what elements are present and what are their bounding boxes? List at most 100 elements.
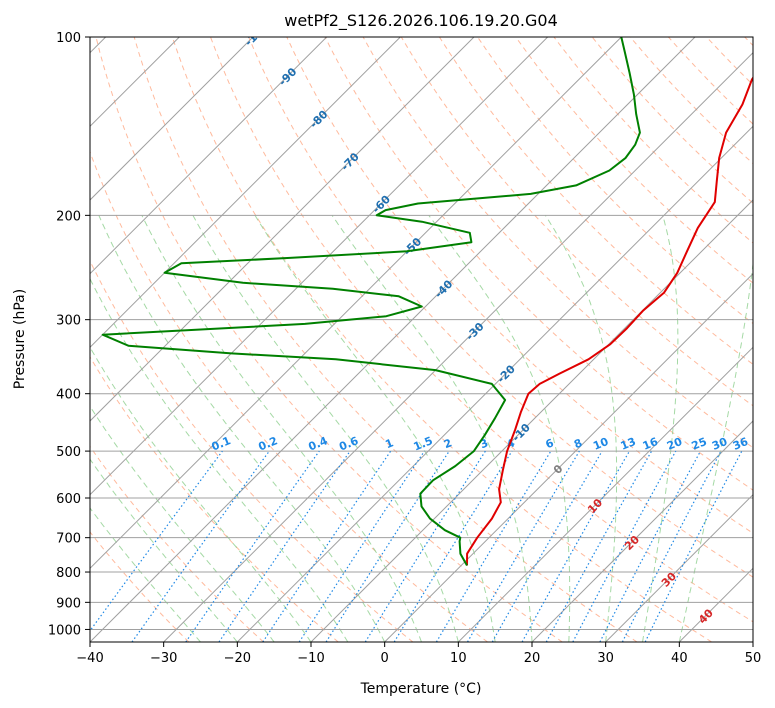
isotherm-label: 0 (551, 462, 566, 477)
moist-adiabat-line (90, 458, 238, 642)
dewpoint-profile-line (101, 37, 641, 566)
mixing-ratio-label: 25 (690, 435, 709, 453)
isotherm-label: 20 (622, 533, 642, 553)
isotherm-label: -80 (307, 108, 330, 131)
mixing-ratio-label: 20 (665, 435, 684, 453)
dry-adiabat-line (324, 37, 753, 491)
mixing-ratio-lines (90, 450, 743, 642)
x-tick-label: −20 (224, 651, 251, 666)
axes: −40 −30 −20 −10 0 10 20 30 40 5010020030040050060… (48, 31, 761, 666)
isotherm-line (90, 37, 622, 570)
profile-series (101, 37, 753, 566)
plot-area: 0.1 0.2 0.4 0.6 1 1.5 2 3 4 6 8 10 13 16 20 25 30 36-100-… (90, 20, 753, 642)
x-tick-label: 40 (671, 651, 688, 666)
isotherm-line (90, 37, 328, 275)
isotherm-line (752, 641, 753, 642)
mixing-ratio-line (364, 450, 486, 642)
x-tick-label: 30 (597, 651, 614, 666)
mixing-ratio-line (393, 450, 513, 642)
mixing-ratio-line (599, 450, 702, 642)
dry-adiabat-line (553, 37, 753, 244)
dry-adiabat-line (668, 37, 753, 125)
moist-adiabat-line (642, 215, 679, 642)
moist-adiabat-line (90, 346, 312, 642)
isotherm-line (90, 37, 696, 642)
y-tick-label: 100 (56, 31, 81, 46)
isotherm-label: 40 (696, 606, 716, 626)
mixing-ratio-line (298, 450, 425, 642)
x-tick-label: −30 (150, 651, 177, 666)
dry-adiabat-line (744, 37, 753, 47)
isotherm-line (90, 37, 401, 349)
y-tick-label: 200 (56, 209, 81, 224)
isobar-gridlines (90, 37, 753, 630)
isotherm-label: -20 (495, 362, 518, 385)
mixing-ratio-line (90, 450, 223, 632)
dry-adiabat-line (515, 37, 753, 284)
dry-adiabat-line (90, 150, 488, 642)
isotherm-line (90, 37, 475, 422)
isotherm-line (90, 37, 549, 496)
mixing-ratio-line (572, 450, 677, 642)
isotherm-line (90, 37, 254, 201)
isotherm-label: -70 (339, 150, 362, 173)
skewed-isotherms (90, 37, 753, 642)
isotherm-label: -50 (401, 235, 424, 258)
mixing-ratio-label: 8 (572, 436, 584, 451)
dry-adiabat-line (90, 445, 264, 642)
mixing-ratio-label: 3 (478, 436, 490, 451)
plot-frame (89, 36, 754, 643)
mixing-ratio-line (218, 450, 351, 642)
isotherm-line (310, 199, 753, 642)
temperature-profile-line (466, 76, 753, 566)
isotherm-label: -40 (432, 277, 455, 300)
chart-title: wetPf2_S126.2026.106.19.20.G04 (284, 11, 558, 31)
isotherm-label: -100 (242, 20, 271, 49)
isotherm-label: -90 (276, 65, 299, 88)
mixing-ratio-line (325, 450, 450, 642)
x-tick-label: −10 (297, 651, 324, 666)
moist-adiabat-line (141, 215, 422, 642)
dry-adiabat-line (90, 531, 190, 642)
dry-adiabat-line (248, 37, 753, 578)
moist-adiabat-line (678, 259, 753, 642)
y-tick-label: 400 (56, 388, 81, 403)
isotherm-line (457, 346, 753, 642)
y-tick-label: 600 (56, 492, 81, 507)
moist-adiabat-line (544, 215, 618, 642)
isotherm-line (605, 493, 753, 642)
mixing-ratio-line (185, 450, 320, 642)
moist-adiabats (90, 215, 753, 642)
x-axis-label: Temperature (°C) (360, 681, 482, 697)
dry-adiabat-line (286, 37, 753, 534)
isotherm-line (236, 125, 753, 642)
x-tick-label: 20 (524, 651, 541, 666)
dry-adiabat-line (210, 37, 753, 623)
mixing-ratio-line (521, 450, 631, 642)
mixing-ratio-line (262, 450, 392, 642)
moist-adiabat-line (192, 215, 459, 642)
moist-adiabat-line (90, 405, 275, 642)
y-tick-label: 700 (56, 532, 81, 547)
y-tick-label: 500 (56, 445, 81, 460)
mixing-ratio-line (131, 450, 270, 642)
mixing-ratio-label: 30 (710, 435, 729, 453)
mixing-ratio-line (545, 450, 653, 642)
y-tick-label: 800 (56, 566, 81, 581)
moist-adiabat-line (90, 507, 201, 642)
isotherm-label: -30 (463, 320, 486, 343)
mixing-ratio-label: 13 (619, 435, 638, 453)
dry-adiabat-line (706, 37, 753, 86)
mixing-ratio-label: 6 (544, 436, 556, 451)
x-tick-label: 10 (450, 651, 467, 666)
dry-adiabat-line (133, 37, 638, 642)
mixing-ratio-label: 16 (641, 435, 660, 453)
dry-adiabat-line (438, 37, 753, 365)
dry-adiabat-line (591, 37, 753, 204)
dry-adiabat-line (400, 37, 753, 407)
dry-adiabat-line (90, 355, 339, 642)
isotherm-line (678, 567, 753, 642)
y-axis-label: Pressure (hPa) (12, 289, 28, 389)
dry-adiabat-line (95, 37, 563, 642)
